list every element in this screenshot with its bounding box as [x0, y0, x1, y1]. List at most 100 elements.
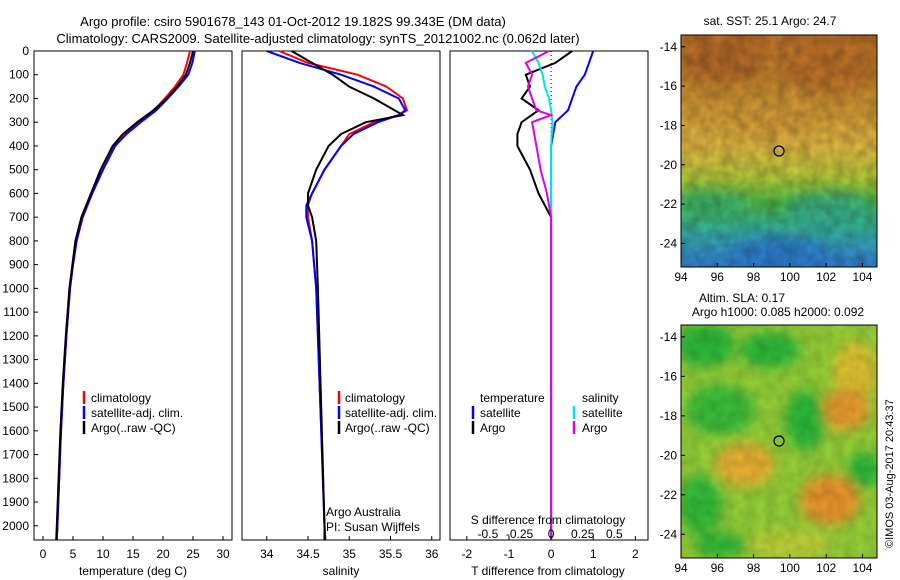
credit-pi: PI: Susan Wijffels — [326, 520, 420, 534]
legend-argo: Argo(..raw -QC) — [345, 421, 430, 435]
map-y-tick-label: -16 — [660, 369, 678, 383]
x-tick-label: 30 — [216, 547, 230, 561]
legend-salinity-title: salinity — [582, 391, 619, 405]
sla-map: Altim. SLA: 0.17 Argo h1000: 0.085 h2000… — [660, 291, 878, 575]
x-tick-label: 34 — [260, 547, 274, 561]
temperature-profile-lines — [55, 50, 196, 541]
timestamp-stamp: ©IMOS 03-Aug-2017 20:43:37 — [884, 399, 896, 548]
temperature-legend: climatology satellite-adj. clim. Argo(..… — [82, 391, 183, 435]
s-tick-label: -0.5 — [478, 527, 499, 541]
x-tick-label: 0 — [40, 547, 47, 561]
series-line-climatology — [278, 50, 409, 541]
depth-tick-label: 1200 — [2, 329, 29, 343]
s-tick-label: 0.5 — [606, 527, 623, 541]
x-tick-label: 15 — [126, 547, 140, 561]
map-y-tick-label: -22 — [660, 197, 678, 211]
salinity-profile-lines — [266, 50, 409, 541]
legend-climatology: climatology — [345, 391, 405, 405]
series-line-satellite — [550, 50, 595, 540]
figure-title-line1: Argo profile: csiro 5901678_143 01-Oct-2… — [80, 14, 506, 29]
sst-map-title: sat. SST: 25.1 Argo: 24.7 — [704, 14, 837, 28]
temperature-x-label: temperature (deg C) — [79, 564, 187, 578]
salinity-x-axis: 34 34.5 35 35.5 36 — [260, 536, 439, 561]
x-tick-label: 34.5 — [296, 547, 320, 561]
x-tick-label: 35 — [343, 547, 357, 561]
difference-legend: temperature satellite Argo salinity sate… — [471, 391, 623, 435]
series-line-climatology — [55, 50, 191, 541]
depth-tick-label: 1700 — [2, 448, 29, 462]
map-x-tick-label: 96 — [711, 561, 725, 575]
series-line-argo---raw--qc- — [290, 50, 406, 540]
map-x-tick-label: 98 — [747, 270, 761, 284]
x-tick-label: -2 — [462, 547, 473, 561]
map-y-tick-label: -18 — [660, 118, 678, 132]
salinity-panel-frame — [241, 50, 441, 541]
s-tick-label: -0.25 — [506, 527, 534, 541]
legend-temp-satellite: satellite — [480, 406, 521, 420]
series-line-satellite-adj--clim- — [266, 50, 407, 541]
map-y-tick-label: -24 — [660, 527, 678, 541]
credit-institution: Argo Australia — [326, 505, 401, 519]
map-y-tick-label: -14 — [660, 330, 678, 344]
legend-satellite-adj: satellite-adj. clim. — [345, 406, 437, 420]
x-tick-label: 5 — [70, 547, 77, 561]
map-x-tick-label: 102 — [816, 270, 836, 284]
difference-t-label: T difference from climatology — [471, 564, 625, 578]
map-x-tick-label: 94 — [674, 270, 688, 284]
depth-tick-label: 0 — [22, 44, 29, 58]
map-y-tick-label: -14 — [660, 40, 678, 54]
series-line-argo---raw--qc- — [55, 50, 194, 541]
salinity-legend: climatology satellite-adj. clim. Argo(..… — [337, 391, 437, 435]
sst-argo-marker — [773, 145, 785, 157]
x-tick-label: 36 — [425, 547, 439, 561]
x-tick-label: 35.5 — [379, 547, 403, 561]
sla-map-title-line2: Argo h1000: 0.085 h2000: 0.092 — [692, 305, 864, 319]
map-x-tick-label: 94 — [674, 561, 688, 575]
legend-climatology: climatology — [91, 391, 151, 405]
salinity-x-label: salinity — [323, 564, 360, 578]
legend-sal-argo: Argo — [582, 421, 608, 435]
temperature-panel-frame — [33, 50, 233, 541]
depth-tick-label: 1600 — [2, 424, 29, 438]
difference-panel-frame — [449, 50, 649, 541]
map-y-tick-label: -18 — [660, 409, 678, 423]
depth-tick-label: 1800 — [2, 471, 29, 485]
series-line-argo — [516, 50, 573, 540]
sst-map-axes: 94 96 98 100 102 104 -14 -16 -18 -20 -22 -24 — [660, 40, 873, 284]
depth-tick-label: 200 — [9, 91, 29, 105]
difference-x-axis: -2 -1 0 1 2 -0.5 -0.25 0 0.25 0.5 — [462, 527, 640, 561]
map-x-tick-label: 98 — [747, 561, 761, 575]
depth-tick-label: 400 — [9, 139, 29, 153]
map-y-tick-label: -16 — [660, 79, 678, 93]
depth-tick-label: 1000 — [2, 281, 29, 295]
map-x-tick-label: 100 — [780, 270, 800, 284]
sla-map-title-line1: Altim. SLA: 0.17 — [699, 291, 785, 305]
depth-tick-label: 1100 — [3, 305, 29, 319]
depth-tick-label: 700 — [9, 210, 29, 224]
depth-tick-label: 1400 — [2, 376, 29, 390]
series-line-argo — [524, 50, 555, 540]
map-y-tick-label: -20 — [660, 158, 678, 172]
legend-temperature-title: temperature — [480, 391, 545, 405]
depth-tick-label: 1300 — [2, 353, 29, 367]
legend-satellite-adj: satellite-adj. clim. — [91, 406, 183, 420]
map-x-tick-label: 96 — [711, 270, 725, 284]
figure-title-line2: Climatology: CARS2009. Satellite-adjuste… — [56, 31, 579, 46]
difference-profile-lines — [516, 50, 595, 540]
map-y-tick-label: -22 — [660, 488, 678, 502]
depth-tick-label: 100 — [9, 68, 29, 82]
sst-map: sat. SST: 25.1 Argo: 24.7 94 96 98 100 102 10… — [660, 14, 878, 284]
x-tick-label: 2 — [632, 547, 639, 561]
x-tick-label: 10 — [96, 547, 110, 561]
x-tick-label: -1 — [504, 547, 515, 561]
series-line-satellite — [531, 50, 554, 540]
s-tick-label: 0 — [548, 527, 555, 541]
series-line-satellite-adj--clim- — [55, 50, 196, 541]
map-y-tick-label: -24 — [660, 236, 678, 250]
legend-sal-satellite: satellite — [582, 406, 623, 420]
map-y-tick-label: -20 — [660, 448, 678, 462]
temperature-x-axis: 0 5 10 15 20 25 30 — [40, 536, 230, 561]
x-tick-label: 1 — [590, 547, 597, 561]
depth-tick-label: 1500 — [2, 400, 29, 414]
